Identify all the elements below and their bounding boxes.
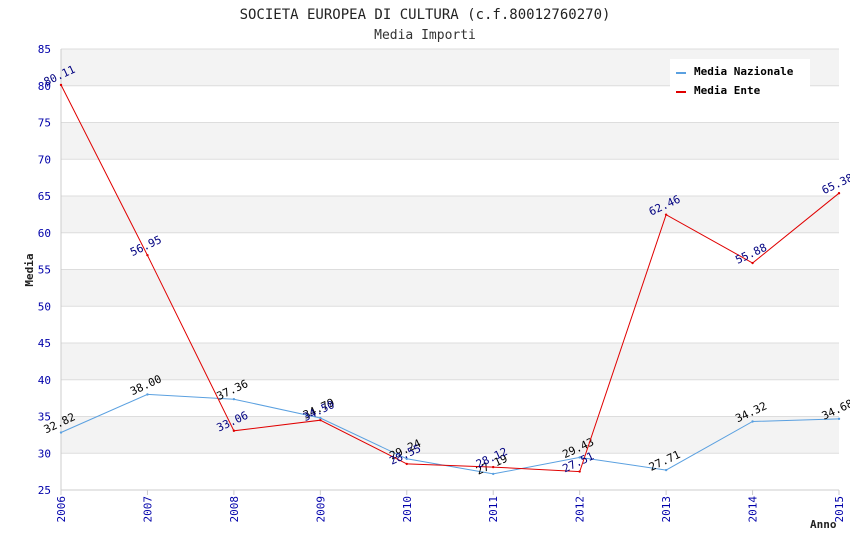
y-tick-label: 35 bbox=[38, 411, 51, 424]
x-tick-label: 2007 bbox=[141, 496, 154, 523]
data-point bbox=[492, 472, 495, 476]
y-tick-label: 70 bbox=[38, 153, 51, 166]
data-point bbox=[146, 253, 149, 257]
data-point bbox=[59, 431, 63, 434]
chart-subtitle: Media Importi bbox=[374, 28, 476, 43]
y-tick-label: 85 bbox=[38, 43, 51, 56]
grid-band bbox=[61, 269, 839, 307]
data-point bbox=[664, 213, 668, 216]
y-tick-label: 50 bbox=[38, 300, 51, 313]
grid-band bbox=[61, 159, 839, 196]
x-tick-label: 2015 bbox=[833, 496, 846, 523]
y-tick-label: 25 bbox=[38, 484, 51, 497]
data-point bbox=[232, 397, 236, 401]
grid-band bbox=[61, 122, 839, 160]
data-point bbox=[319, 418, 322, 422]
y-tick-label: 60 bbox=[38, 227, 51, 240]
x-tick-label: 2008 bbox=[228, 496, 241, 523]
chart-title: SOCIETA EUROPEA DI CULTURA (c.f.80012760… bbox=[240, 7, 611, 23]
data-point bbox=[578, 470, 581, 473]
y-tick-label: 80 bbox=[38, 80, 51, 93]
x-tick-label: 2009 bbox=[314, 496, 327, 523]
x-tick-label: 2012 bbox=[574, 496, 587, 523]
data-point bbox=[319, 416, 322, 420]
data-point bbox=[146, 393, 149, 396]
grid-band bbox=[61, 232, 839, 270]
data-point bbox=[751, 420, 754, 423]
grid-band bbox=[61, 379, 839, 417]
y-axis-title: Media bbox=[23, 253, 36, 286]
data-point bbox=[664, 468, 668, 472]
y-tick-label: 65 bbox=[38, 190, 51, 203]
legend-box bbox=[670, 59, 810, 99]
data-point bbox=[492, 465, 495, 469]
y-tick-label: 55 bbox=[38, 264, 51, 277]
series-line-media-nazionale bbox=[60, 393, 840, 475]
data-point bbox=[232, 429, 236, 432]
plot-area: 25 30 35 40 45 50 55 60 65 70 75 80 85 2006 2007 2008 20… bbox=[38, 43, 850, 523]
data-point bbox=[837, 192, 841, 195]
x-tick-label: 2010 bbox=[401, 496, 414, 523]
data-point bbox=[837, 417, 841, 421]
x-tick-label: 2011 bbox=[487, 496, 500, 523]
x-tick-label: 2014 bbox=[747, 496, 760, 523]
x-axis-title: Anno bbox=[810, 518, 837, 531]
data-point bbox=[405, 462, 408, 466]
grid-band bbox=[61, 196, 839, 233]
legend: Media Nazionale Media Ente bbox=[670, 59, 810, 99]
x-tick-label: 2006 bbox=[55, 496, 68, 523]
y-tick-label: 30 bbox=[38, 447, 51, 460]
grid-band bbox=[61, 343, 839, 380]
x-tick-label: 2013 bbox=[660, 496, 673, 523]
y-tick-label: 40 bbox=[38, 374, 51, 387]
data-point bbox=[405, 457, 408, 461]
legend-label-media-nazionale: Media Nazionale bbox=[694, 65, 794, 78]
grid-band bbox=[61, 306, 839, 343]
data-point bbox=[59, 83, 63, 87]
y-tick-label: 75 bbox=[38, 117, 51, 130]
data-point bbox=[751, 261, 754, 265]
data-point bbox=[578, 456, 581, 459]
grid-band bbox=[61, 416, 839, 454]
legend-label-media-ente: Media Ente bbox=[694, 84, 761, 97]
y-tick-label: 45 bbox=[38, 337, 51, 350]
grid-band bbox=[61, 453, 839, 490]
series-line-media-ente bbox=[60, 84, 840, 473]
